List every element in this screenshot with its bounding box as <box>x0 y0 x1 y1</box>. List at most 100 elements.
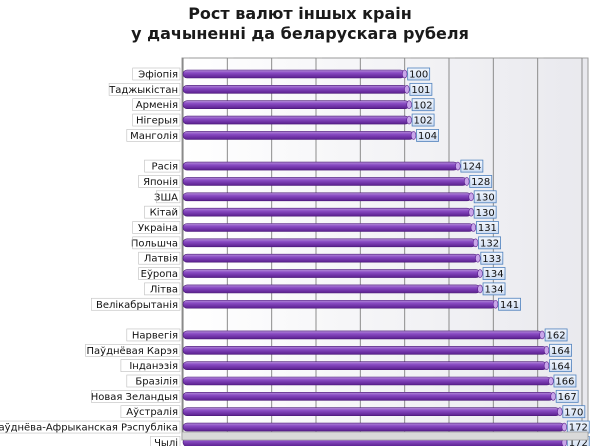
category-label-frame <box>144 205 181 219</box>
category-label-frame <box>0 420 181 434</box>
data-label-box <box>482 282 506 296</box>
category-label-frame <box>144 159 181 173</box>
bar <box>182 115 410 125</box>
category-label: Паўднёвая Карэя <box>87 345 178 357</box>
bar <box>182 284 481 294</box>
bar-cap <box>492 299 499 309</box>
bar-cap <box>561 422 567 432</box>
category-label: Эфіопія <box>138 69 178 81</box>
bar-cap <box>539 330 545 340</box>
category-label-frame <box>91 390 181 403</box>
data-label-box <box>407 67 431 81</box>
category-label-frame <box>138 267 181 280</box>
data-label: 164 <box>551 361 570 372</box>
bar-cap <box>543 361 550 370</box>
data-label-box <box>460 159 484 173</box>
data-label: 133 <box>482 254 501 265</box>
category-label-frame <box>150 436 181 446</box>
data-label: 101 <box>411 85 430 96</box>
data-label-box <box>555 389 579 403</box>
category-label: Украіна <box>138 222 178 234</box>
data-label-box <box>549 359 572 373</box>
data-label-box <box>416 128 439 142</box>
category-label-frame <box>108 83 181 96</box>
data-label-box <box>553 374 577 388</box>
category-label: ЗША <box>154 192 178 203</box>
data-label-box <box>411 98 435 112</box>
bar <box>182 69 405 79</box>
category-label: Літва <box>150 283 178 295</box>
bar-cap <box>455 161 461 171</box>
category-label-frame <box>144 282 181 296</box>
data-label: 141 <box>500 300 519 311</box>
bar <box>182 407 561 417</box>
data-label: 124 <box>462 162 481 173</box>
data-label: 172 <box>569 423 588 434</box>
data-label-box <box>473 190 497 204</box>
bar <box>182 422 565 432</box>
bar-cap <box>548 376 554 386</box>
category-label: Інданэзія <box>129 360 178 372</box>
category-label-frame <box>126 328 181 342</box>
chart-subtitle: у дачыненні да беларускага рубеля <box>131 24 469 43</box>
category-label: Расія <box>152 161 178 173</box>
data-label-box <box>411 113 435 127</box>
data-label: 162 <box>547 331 566 342</box>
category-label: Чылі <box>154 437 178 446</box>
data-label: 170 <box>564 407 583 418</box>
data-label-box <box>482 267 506 280</box>
bar-cap <box>406 100 412 109</box>
bar-cap <box>550 392 556 401</box>
category-label-frame <box>120 405 181 419</box>
bar <box>182 207 472 217</box>
category-label: Манголія <box>130 130 178 142</box>
bar <box>182 177 468 186</box>
bar-cap <box>477 269 483 278</box>
category-label: Кітай <box>150 207 178 219</box>
data-label: 164 <box>551 346 570 357</box>
category-label: Аўстралія <box>126 406 178 418</box>
category-label-frame <box>126 129 181 142</box>
bar-cap <box>404 85 410 94</box>
category-label: Нігерыя <box>136 115 178 127</box>
bar <box>182 330 543 340</box>
category-label-frame <box>138 175 181 188</box>
category-label-frame <box>156 190 181 204</box>
data-label-box <box>409 82 433 96</box>
data-label: 166 <box>555 377 574 388</box>
bar-cap <box>464 177 470 186</box>
category-label: Бразілія <box>135 376 178 388</box>
category-label-frame <box>132 221 181 234</box>
data-label: 130 <box>476 192 495 203</box>
data-label: 134 <box>484 285 503 296</box>
category-label: Паўднёва-Афрыканская Рэспубліка <box>0 422 178 434</box>
bar <box>182 192 472 202</box>
data-label-box <box>498 297 521 311</box>
data-label: 102 <box>414 100 433 111</box>
category-label-frame <box>132 113 181 127</box>
data-label: 132 <box>480 238 499 249</box>
bar <box>182 100 410 109</box>
data-label-box <box>475 221 499 234</box>
bar-cap <box>477 284 483 294</box>
bar <box>182 161 459 171</box>
bar <box>182 85 408 94</box>
bar-cap <box>468 207 474 217</box>
bar-cap <box>543 345 550 355</box>
data-label-box <box>544 328 568 342</box>
category-label-frame <box>138 251 181 265</box>
bar-cap <box>468 192 474 202</box>
category-label-frame <box>85 343 181 357</box>
bar <box>182 223 474 232</box>
bar-cap <box>401 69 408 79</box>
category-label: Таджыкістан <box>108 84 178 96</box>
data-label: 167 <box>558 392 577 403</box>
bar <box>182 376 552 386</box>
bar-cap <box>410 131 417 140</box>
category-label-frame <box>132 67 181 81</box>
data-label: 131 <box>478 223 497 234</box>
plot-floor <box>181 431 589 441</box>
data-label-box <box>469 175 493 188</box>
